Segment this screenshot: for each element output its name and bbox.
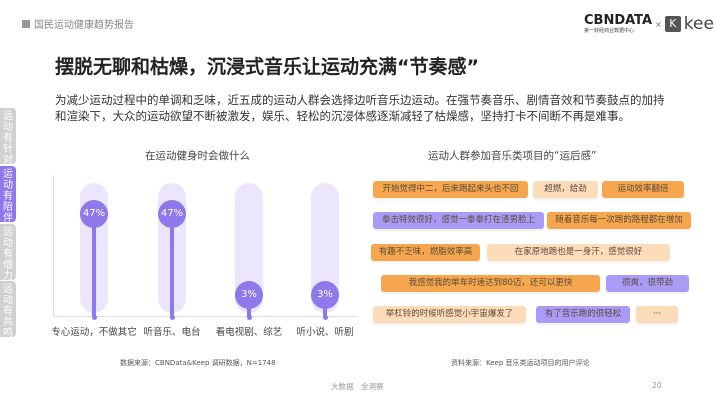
side-tab-3[interactable]: 运动有共鸣 <box>0 281 16 339</box>
feedback-bubble: 运动效率翻倍 <box>602 181 684 198</box>
keep-logo-icon: K <box>664 16 681 32</box>
page-title: 摆脱无聊和枯燥，沉浸式音乐让运动充满“节奏感” <box>55 56 479 78</box>
page-number: 20 <box>652 381 662 390</box>
report-header: 国民运动健康趋势报告 <box>22 16 134 31</box>
keep-logo: keep <box>683 14 715 34</box>
feedback-bubble: ··· <box>636 306 678 323</box>
x-tick-label: 听音乐、电台 <box>143 327 201 338</box>
feedback-bubble: 超燃，给劲 <box>533 181 598 198</box>
data-label: 3% <box>311 281 339 309</box>
side-tab-2[interactable]: 运动有借力 <box>0 224 16 282</box>
x-tick-label: 看电视剧、综艺 <box>215 327 283 338</box>
bar-base-dot <box>91 315 97 320</box>
x-tick-label: 听小说、听剧 <box>296 327 354 338</box>
feedback-bubble: 举杠铃的时候听感觉小宇宙爆发了 <box>373 306 526 323</box>
feedback-bubble: 开始觉得中二，后来跑起来头也不回 <box>373 181 528 198</box>
feedback-title: 运动人群参加音乐类项目的“运后感” <box>428 150 597 162</box>
data-label: 3% <box>235 281 263 309</box>
square-icon <box>22 19 30 28</box>
bar-base-dot <box>246 315 252 320</box>
chart-source: 数据来源：CBNData&Keep 调研数据，N=1748 <box>120 359 276 367</box>
feedback-bubble: 很爽，很带劲 <box>606 275 689 292</box>
bar-base-dot <box>322 315 328 320</box>
feedback-bubble: 拳击特效很好，感觉一拳拳打在渣男脸上 <box>373 212 544 229</box>
feedback-bubble: 有趣不乏味，燃脂效率高 <box>371 244 480 261</box>
feedback-bubble: 在家原地跑也是一身汗，感觉很好 <box>487 244 670 261</box>
cbndata-logo: CBNDATA <box>584 13 653 28</box>
x-tick-label: 专心运动，不做其它 <box>51 327 137 338</box>
chart-y-axis <box>53 175 54 317</box>
bar-base-dot <box>169 315 175 320</box>
bar <box>170 214 174 316</box>
data-label: 47% <box>80 200 108 228</box>
feedback-bubble: 有了音乐跑的很轻松 <box>536 306 630 323</box>
chart-title: 在运动健身时会做什么 <box>145 150 250 162</box>
footer-slogan: 大数据 全洞察 <box>331 382 384 391</box>
feedback-bubble: 随着音乐每一次跑的路程都在增加 <box>547 212 691 229</box>
cbndata-subtitle: 第一财经商业数据中心 <box>584 28 635 34</box>
page-description: 为减少运动过程中的单调和乏味，近五成的运动人群会选择边听音乐边运动。在强节奏音乐… <box>55 93 665 123</box>
side-tab-0[interactable]: 运动有针对 <box>0 108 16 166</box>
data-label: 47% <box>158 200 186 228</box>
feedback-bubble: 我感觉我的单车时速达到80迈，还可以更快 <box>381 275 600 292</box>
report-title: 国民运动健康趋势报告 <box>34 20 134 31</box>
chart-x-axis <box>53 316 358 317</box>
side-tab-1[interactable]: 运动有陪伴 <box>0 166 16 224</box>
bar <box>92 214 96 316</box>
logo-separator: × <box>655 19 662 29</box>
feedback-source: 资料来源：Keep 音乐类运动项目的用户评论 <box>451 359 590 367</box>
